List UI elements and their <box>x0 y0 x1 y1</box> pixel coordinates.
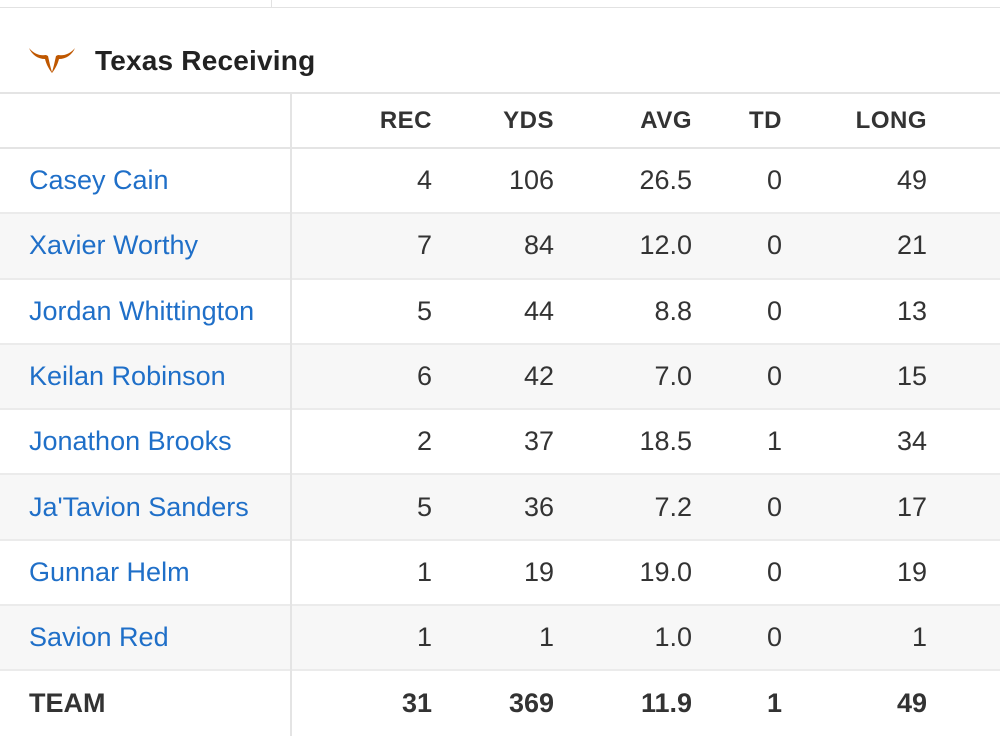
player-name-cell: Jordan Whittington <box>0 278 292 344</box>
long-cell: 19 <box>896 556 927 587</box>
table-row: Savion Red 1 1 1.0 0 1 <box>0 605 1000 671</box>
rec-cell: 5 <box>416 491 432 522</box>
yds-cell: 19 <box>523 556 554 587</box>
rec-cell: 4 <box>416 165 432 196</box>
table-row: Casey Cain 4 106 26.5 0 49 <box>0 148 1000 214</box>
player-link[interactable]: Casey Cain <box>29 165 169 196</box>
td-cell: 0 <box>766 165 782 196</box>
row-spacer <box>927 670 1000 735</box>
avg-cell: 1.0 <box>654 622 692 653</box>
row-spacer <box>927 409 1000 474</box>
td-cell: 0 <box>766 491 782 522</box>
yds-cell: 1 <box>538 622 554 653</box>
player-link[interactable]: Gunnar Helm <box>29 556 190 587</box>
row-spacer <box>927 279 1000 344</box>
yds-cell: 37 <box>523 426 554 457</box>
header-rec[interactable]: REC <box>379 106 432 134</box>
td-cell: 0 <box>766 361 782 392</box>
header-spacer <box>927 93 1000 148</box>
row-spacer <box>927 148 1000 213</box>
avg-cell: 18.5 <box>639 426 692 457</box>
table-row: Gunnar Helm 1 19 19.0 0 19 <box>0 539 1000 606</box>
team-long-cell: 49 <box>896 688 927 719</box>
rec-cell: 2 <box>416 426 432 457</box>
table-row: Xavier Worthy 7 84 12.0 0 21 <box>0 213 1000 279</box>
table-row: Jonathon Brooks 2 37 18.5 1 34 <box>0 409 1000 475</box>
player-name-cell: Ja'Tavion Sanders <box>0 474 292 540</box>
long-cell: 13 <box>896 295 927 326</box>
yds-cell: 106 <box>508 165 554 196</box>
long-cell: 1 <box>911 622 927 653</box>
avg-cell: 26.5 <box>639 165 692 196</box>
td-cell: 0 <box>766 556 782 587</box>
rec-cell: 1 <box>416 622 432 653</box>
td-cell: 0 <box>766 622 782 653</box>
team-td-cell: 1 <box>766 688 782 719</box>
rec-cell: 6 <box>416 361 432 392</box>
yds-cell: 44 <box>523 295 554 326</box>
rec-cell: 1 <box>416 556 432 587</box>
player-link[interactable]: Ja'Tavion Sanders <box>29 491 249 522</box>
team-yds-cell: 369 <box>508 688 554 719</box>
row-spacer <box>927 344 1000 409</box>
column-divider <box>271 0 272 7</box>
header-name <box>0 93 292 148</box>
long-cell: 17 <box>896 491 927 522</box>
avg-cell: 8.8 <box>654 295 692 326</box>
yds-cell: 36 <box>523 491 554 522</box>
avg-cell: 7.2 <box>654 491 692 522</box>
player-link[interactable]: Jordan Whittington <box>29 295 255 326</box>
yds-cell: 42 <box>523 361 554 392</box>
longhorn-logo-icon <box>29 48 75 73</box>
td-cell: 0 <box>766 295 782 326</box>
row-spacer <box>927 605 1000 670</box>
table-row: Ja'Tavion Sanders 5 36 7.2 0 17 <box>0 474 1000 540</box>
rec-cell: 5 <box>416 295 432 326</box>
row-spacer <box>927 213 1000 278</box>
player-name-cell: Xavier Worthy <box>0 213 292 279</box>
rec-cell: 7 <box>416 230 432 261</box>
player-name-cell: Casey Cain <box>0 148 292 214</box>
header-yds[interactable]: YDS <box>503 106 554 134</box>
player-link[interactable]: Keilan Robinson <box>29 361 226 392</box>
team-total-row: TEAM 31 369 11.9 1 49 <box>0 670 1000 736</box>
row-spacer <box>927 474 1000 539</box>
table-header-row: REC YDS AVG TD LONG <box>0 93 1000 148</box>
section-title: Texas Receiving <box>95 45 316 76</box>
avg-cell: 19.0 <box>639 556 692 587</box>
yds-cell: 84 <box>523 230 554 261</box>
player-name-cell: Keilan Robinson <box>0 343 292 410</box>
team-rec-cell: 31 <box>401 688 432 719</box>
section-header: Texas Receiving <box>0 8 1000 92</box>
row-spacer <box>927 540 1000 605</box>
header-avg[interactable]: AVG <box>640 106 692 134</box>
receiving-table: REC YDS AVG TD LONG Casey Cain 4 106 26.… <box>0 92 1000 736</box>
team-avg-cell: 11.9 <box>640 688 692 719</box>
long-cell: 49 <box>896 165 927 196</box>
td-cell: 1 <box>766 426 782 457</box>
long-cell: 21 <box>896 230 927 261</box>
player-link[interactable]: Jonathon Brooks <box>29 426 232 457</box>
player-name-cell: Jonathon Brooks <box>0 409 292 475</box>
player-link[interactable]: Savion Red <box>29 622 169 653</box>
avg-cell: 7.0 <box>654 361 692 392</box>
header-td[interactable]: TD <box>749 106 782 134</box>
table-row: Jordan Whittington 5 44 8.8 0 13 <box>0 278 1000 344</box>
td-cell: 0 <box>766 230 782 261</box>
top-divider <box>0 0 1000 8</box>
header-long[interactable]: LONG <box>855 106 927 134</box>
player-link[interactable]: Xavier Worthy <box>29 230 199 261</box>
table-row: Keilan Robinson 6 42 7.0 0 15 <box>0 343 1000 410</box>
team-label: TEAM <box>0 670 292 736</box>
player-name-cell: Gunnar Helm <box>0 539 292 606</box>
avg-cell: 12.0 <box>639 230 692 261</box>
long-cell: 34 <box>896 426 927 457</box>
player-name-cell: Savion Red <box>0 605 292 671</box>
long-cell: 15 <box>896 361 927 392</box>
